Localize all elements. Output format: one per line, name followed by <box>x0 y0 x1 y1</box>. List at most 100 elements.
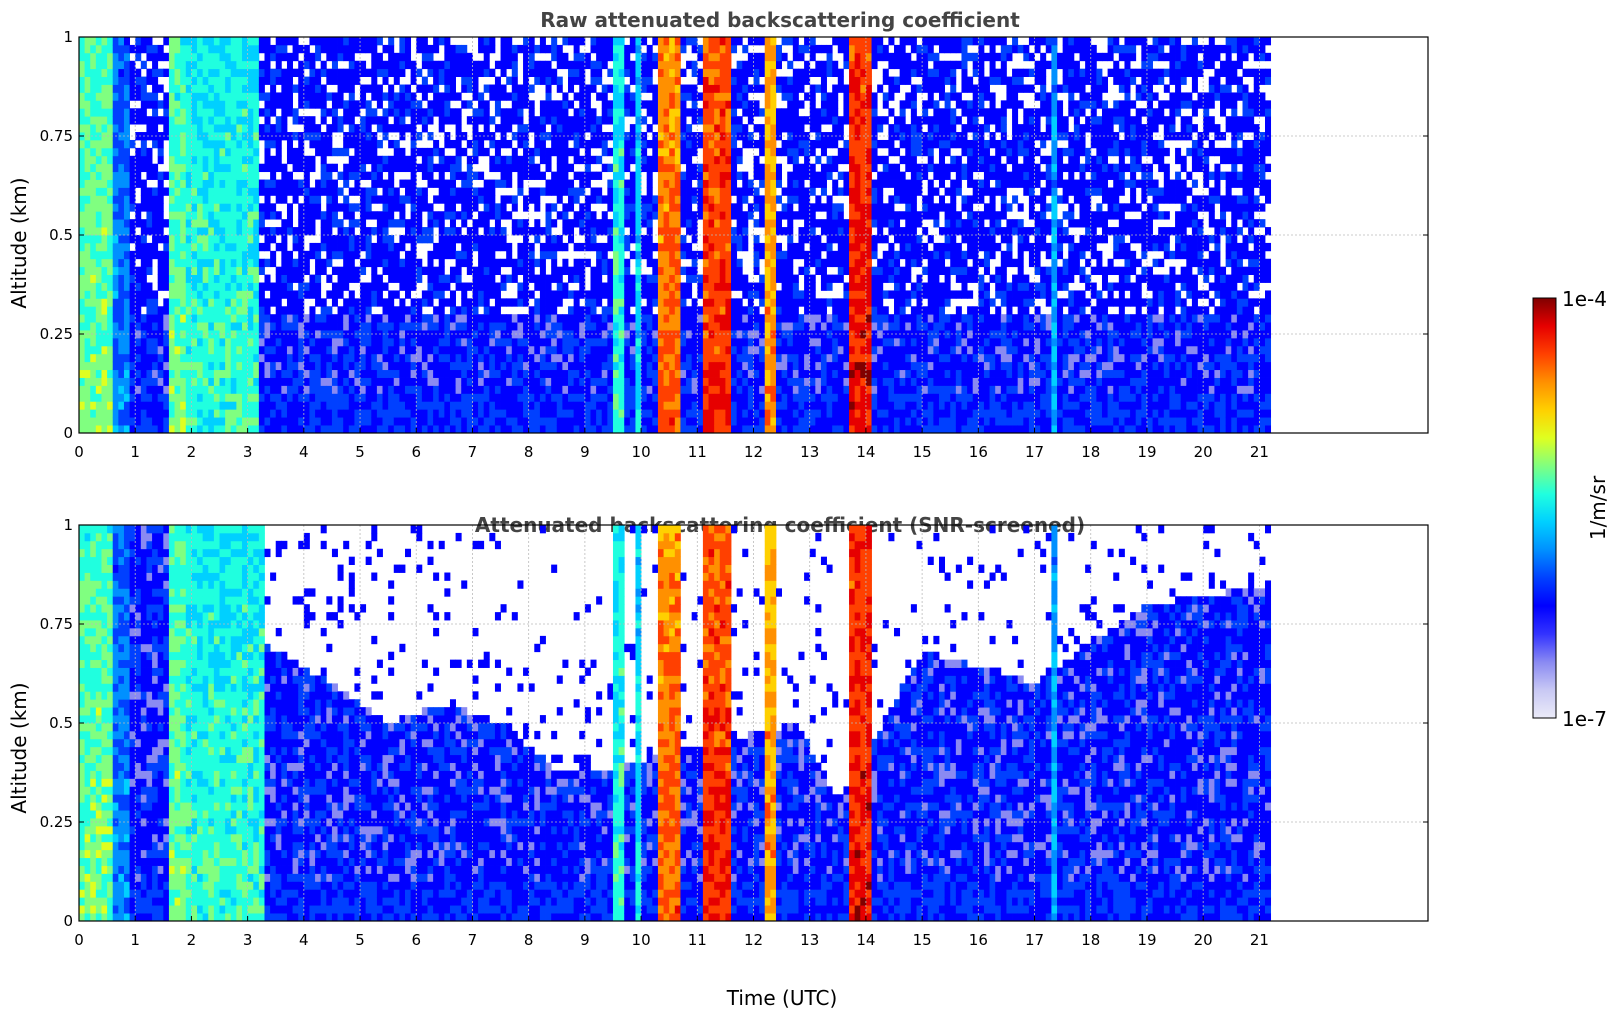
heatmap-cell <box>180 147 187 157</box>
heatmap-cell <box>416 195 423 204</box>
heatmap-cell <box>719 290 726 299</box>
heatmap-cell <box>405 100 412 109</box>
heatmap-cell <box>343 108 350 117</box>
heatmap-cell <box>646 330 653 339</box>
heatmap-cell <box>573 92 580 101</box>
heatmap-cell <box>652 298 659 307</box>
heatmap-cell <box>320 298 327 307</box>
heatmap-cell <box>478 242 485 252</box>
heatmap-cell <box>697 385 704 394</box>
heatmap-cell <box>433 84 440 93</box>
heatmap-cell <box>135 147 142 157</box>
heatmap-cell <box>219 425 226 434</box>
heatmap-cell <box>247 235 254 244</box>
heatmap-cell <box>612 60 619 70</box>
heatmap-cell <box>331 52 338 62</box>
heatmap-cell <box>197 250 204 260</box>
heatmap-cell <box>219 393 226 402</box>
heatmap-cell <box>466 393 473 402</box>
heatmap-cell <box>669 203 676 212</box>
heatmap-cell <box>320 353 327 363</box>
heatmap-cell <box>140 266 147 275</box>
heatmap-cell <box>382 409 389 418</box>
heatmap-cell <box>286 84 293 93</box>
heatmap-cell <box>657 163 664 173</box>
heatmap-cell <box>112 124 119 133</box>
heatmap-cell <box>197 52 204 62</box>
heatmap-cell <box>360 37 367 46</box>
heatmap-cell <box>292 116 299 125</box>
heatmap-cell <box>489 163 496 173</box>
heatmap-cell <box>539 155 546 165</box>
heatmap-cell <box>242 282 249 291</box>
heatmap-cell <box>517 179 524 188</box>
heatmap-cell <box>466 116 473 125</box>
heatmap-cell <box>247 345 254 355</box>
heatmap-cell <box>309 219 316 228</box>
heatmap-cell <box>208 409 215 418</box>
heatmap-cell <box>309 345 316 355</box>
heatmap-cell <box>140 290 147 299</box>
heatmap-cell <box>168 337 175 347</box>
heatmap-cell <box>275 401 282 410</box>
heatmap-cell <box>674 250 681 260</box>
heatmap-cell <box>388 377 395 386</box>
heatmap-cell <box>247 258 254 268</box>
heatmap-cell <box>624 306 631 315</box>
heatmap-cell <box>556 401 563 410</box>
heatmap-cell <box>663 345 670 355</box>
heatmap-cell <box>556 108 563 117</box>
heatmap-cell <box>247 266 254 275</box>
heatmap-cell <box>416 322 423 331</box>
heatmap-cell <box>556 195 563 204</box>
heatmap-cell <box>337 44 344 54</box>
heatmap-cell <box>320 68 327 77</box>
heatmap-cell <box>601 250 608 260</box>
heatmap-cell <box>140 139 147 149</box>
heatmap-cell <box>95 345 102 355</box>
heatmap-cell <box>146 425 153 434</box>
heatmap-cell <box>107 425 114 434</box>
heatmap-cell <box>309 84 316 93</box>
heatmap-cell <box>523 171 530 180</box>
heatmap-cell <box>101 60 108 70</box>
heatmap-cell <box>590 84 597 93</box>
heatmap-cell <box>635 306 642 315</box>
heatmap-cell <box>697 409 704 418</box>
heatmap-cell <box>298 44 305 54</box>
heatmap-cell <box>281 266 288 275</box>
heatmap-cell <box>123 108 130 117</box>
heatmap-cell <box>281 401 288 410</box>
heatmap-cell <box>315 211 322 220</box>
heatmap-cell <box>79 84 86 93</box>
heatmap-cell <box>107 401 114 410</box>
heatmap-cell <box>348 37 355 46</box>
heatmap-cell <box>84 258 91 268</box>
heatmap-cell <box>191 425 198 434</box>
heatmap-cell <box>152 52 159 62</box>
heatmap-cell <box>674 274 681 283</box>
heatmap-cell <box>573 219 580 228</box>
heatmap-cell <box>455 258 462 268</box>
heatmap-cell <box>545 369 552 378</box>
heatmap-cell <box>466 298 473 307</box>
heatmap-cell <box>714 227 721 236</box>
heatmap-cell <box>107 242 114 252</box>
heatmap-cell <box>528 290 535 299</box>
heatmap-cell <box>107 369 114 378</box>
heatmap-cell <box>714 163 721 173</box>
heatmap-cell <box>157 337 164 347</box>
heatmap-cell <box>135 393 142 402</box>
heatmap-cell <box>393 139 400 149</box>
heatmap-cell <box>511 132 518 141</box>
heatmap-cell <box>568 235 575 244</box>
heatmap-cell <box>337 92 344 101</box>
heatmap-cell <box>618 322 625 331</box>
heatmap-cell <box>135 377 142 386</box>
heatmap-cell <box>360 361 367 371</box>
heatmap-cell <box>528 385 535 394</box>
heatmap-cell <box>494 92 501 101</box>
heatmap-cell <box>405 385 412 394</box>
heatmap-cell <box>534 187 541 196</box>
heatmap-cell <box>230 92 237 101</box>
